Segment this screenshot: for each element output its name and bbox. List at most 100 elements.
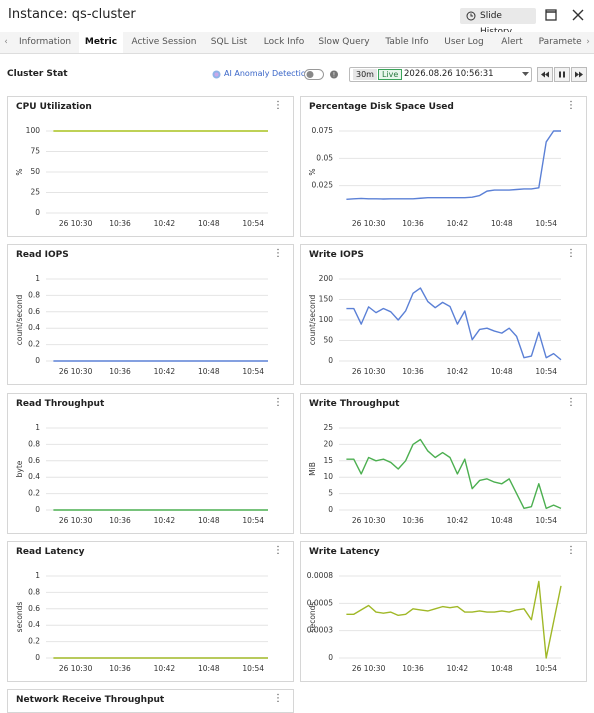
y-axis-label: seconds [15,602,24,633]
tab[interactable]: Table Info [385,37,429,47]
tab[interactable]: Active Session [131,37,197,47]
dropdown-arrow [522,72,529,76]
chart: seconds 0 0.0003 0.0005 0.0008 26 10:30 10:36 1… [307,571,562,673]
x-tick-label: 26 10:30 [59,219,93,228]
x-tick-label: 10:48 [491,367,513,376]
chart: seconds 0 0.2 0.4 0.6 0.8 1 26 10:30 10:36 10:42 1… [15,571,268,673]
y-tick-label: 0.4 [28,323,40,332]
maximize-button[interactable] [545,9,557,21]
x-tick-label: 10:48 [198,516,220,525]
x-tick-label: 10:48 [198,664,220,673]
time-range-picker[interactable]: 30m Live 2026.08.26 10:56:31 [349,67,532,82]
x-tick-label: 10:54 [242,219,264,228]
y-tick-label: 0.0005 [307,598,333,607]
tab-scroll-left[interactable]: ‹ [4,37,8,47]
x-tick-label: 10:48 [198,367,220,376]
x-tick-label: 10:42 [154,664,176,673]
playback-controls[interactable] [537,67,587,82]
chart: % 0.025 0.05 0.075 26 10:30 10:36 10:42 10:48 10… [308,126,561,228]
y-tick-label: 0 [35,356,40,365]
x-tick-label: 10:48 [198,219,220,228]
x-tick-label: 10:42 [447,219,469,228]
y-tick-label: 25 [30,188,40,197]
x-tick-label: 26 10:30 [59,664,93,673]
tab[interactable]: Lock Info [263,37,305,47]
chart-menu[interactable]: ⋮ [273,397,283,408]
x-tick-label: 10:42 [154,367,176,376]
chart: MiB 0 5 10 15 20 25 26 10:30 10:36 10:42 10:48 10:5… [308,423,562,525]
y-tick-label: 0.8 [28,587,40,596]
chart: % 0 25 50 75 100 26 10:30 10:36 10:42 10:48 10:54 [15,126,268,228]
x-tick-label: 10:54 [242,664,264,673]
x-tick-label: 10:42 [447,367,469,376]
tab[interactable]: Information [18,37,72,47]
chart-menu[interactable]: ⋮ [566,100,576,111]
y-tick-label: 50 [323,336,333,345]
chart-card: Write Throughput ⋮ MiB 0 5 10 15 20 25 26 10:30 10… [300,393,587,534]
tab[interactable]: Metric [79,32,123,53]
tab[interactable]: Alert [501,37,523,47]
tab[interactable]: Parameter [538,37,586,47]
tab[interactable]: Slow Query [318,37,370,47]
y-tick-label: 0.2 [28,489,40,498]
live-chip: Live [378,69,403,80]
x-tick-label: 26 10:30 [352,367,386,376]
y-tick-label: 0.2 [28,637,40,646]
x-tick-label: 10:36 [402,664,424,673]
clock-icon [466,11,476,21]
x-tick-label: 26 10:30 [59,516,93,525]
data-line [346,580,562,659]
x-tick-label: 26 10:30 [352,516,386,525]
y-axis-label: seconds [308,602,317,633]
chart-menu[interactable]: ⋮ [273,100,283,111]
y-tick-label: 1 [35,423,40,432]
y-tick-label: 0 [35,208,40,217]
ai-anomaly-label: AI Anomaly Detection [224,69,311,78]
slide-history-button[interactable]: Slide History [460,8,536,37]
chart-card: Read Throughput ⋮ byte 0 0.2 0.4 0.6 0.8 1 26 10:… [7,393,294,534]
y-tick-label: 0.025 [312,181,334,190]
y-tick-label: 0.8 [28,439,40,448]
close-button[interactable] [572,9,584,21]
y-tick-label: 0.4 [28,620,40,629]
x-tick-label: 10:36 [402,219,424,228]
chart-title: Read Latency [16,547,85,557]
y-tick-label: 1 [35,274,40,283]
x-tick-label: 10:54 [535,367,557,376]
chart-menu[interactable]: ⋮ [273,248,283,259]
ai-toggle[interactable]: ! [304,68,344,81]
y-axis-label: % [15,168,24,175]
y-tick-label: 0.075 [312,126,334,135]
y-tick-label: 0 [35,505,40,514]
chart-menu[interactable]: ⋮ [273,545,283,556]
tab-scroll-right[interactable]: › [582,32,594,53]
chart-menu[interactable]: ⋮ [566,248,576,259]
y-axis-label: count/second [308,295,317,346]
tab-bar: ‹ › Information Metric Active Session SQL L… [0,32,594,54]
x-tick-label: 10:42 [154,219,176,228]
y-tick-label: 100 [319,315,334,324]
y-axis-label: byte [15,460,24,477]
x-tick-label: 10:42 [447,516,469,525]
timestamp: 2026.08.26 10:56:31 [404,69,494,79]
chart-title: Percentage Disk Space Used [309,102,454,112]
svg-text:!: ! [333,72,335,79]
x-tick-label: 10:48 [491,516,513,525]
data-line [346,130,561,201]
y-tick-label: 0.2 [28,340,40,349]
y-tick-label: 0.0003 [307,626,333,635]
x-tick-label: 10:54 [535,664,557,673]
y-tick-label: 20 [323,439,333,448]
chart-card: Write Latency ⋮ seconds 0 0.0003 0.0005 0.0008… [300,541,587,682]
y-tick-label: 0 [328,505,333,514]
y-tick-label: 0.6 [28,307,40,316]
chart-menu[interactable]: ⋮ [273,693,283,704]
chart-menu[interactable]: ⋮ [566,397,576,408]
chart-menu[interactable]: ⋮ [566,545,576,556]
x-tick-label: 10:36 [109,367,131,376]
tab[interactable]: SQL List [210,37,248,47]
y-tick-label: 10 [323,472,333,481]
x-tick-label: 10:36 [109,516,131,525]
tab[interactable]: User Log [444,37,484,47]
y-tick-label: 0.8 [28,290,40,299]
